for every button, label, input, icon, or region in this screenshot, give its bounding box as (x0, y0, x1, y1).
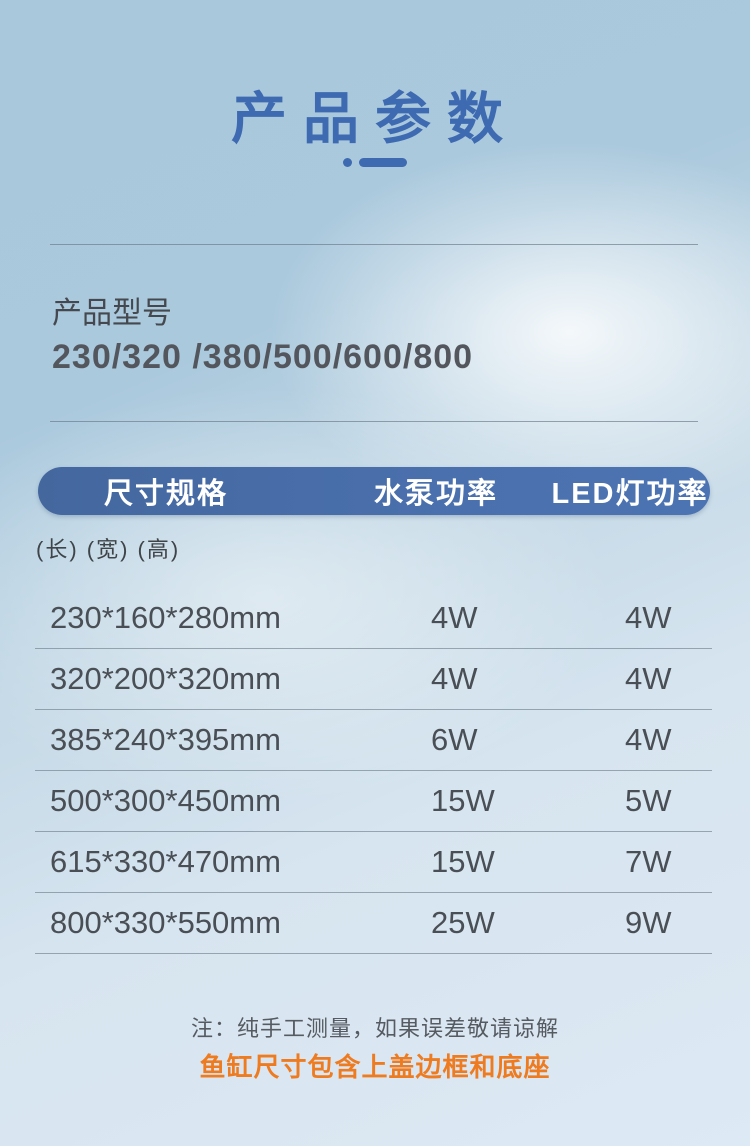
size-dimension-legend: (长) (宽) (高) (36, 537, 181, 562)
spec-table: 230*160*280mm 4W 4W 320*200*320mm 4W 4W … (35, 588, 712, 954)
table-row: 385*240*395mm 6W 4W (35, 710, 712, 771)
cell-led-power: 4W (625, 661, 672, 696)
column-header-led-power: LED灯功率 (551, 478, 709, 510)
model-section-label: 产品型号 (52, 297, 172, 330)
cell-led-power: 4W (625, 722, 672, 757)
cell-size: 500*300*450mm (50, 783, 281, 818)
cell-size: 615*330*470mm (50, 844, 281, 879)
cell-pump-power: 15W (431, 783, 495, 818)
cell-size: 320*200*320mm (50, 661, 281, 696)
cell-size: 800*330*550mm (50, 905, 281, 940)
page-title: 产品参数 (231, 87, 519, 150)
cell-pump-power: 4W (431, 600, 478, 635)
table-row: 230*160*280mm 4W 4W (35, 588, 712, 649)
section-divider-bottom (50, 421, 698, 422)
column-header-size: 尺寸规格 (103, 478, 229, 510)
table-row: 615*330*470mm 15W 7W (35, 832, 712, 893)
title-underline-decor (343, 158, 407, 167)
cell-pump-power: 6W (431, 722, 478, 757)
table-header-bar: 尺寸规格 水泵功率 LED灯功率 (38, 467, 710, 515)
cell-led-power: 4W (625, 600, 672, 635)
table-row: 320*200*320mm 4W 4W (35, 649, 712, 710)
table-row: 800*330*550mm 25W 9W (35, 893, 712, 954)
cell-pump-power: 25W (431, 905, 495, 940)
column-header-pump-power: 水泵功率 (373, 478, 499, 510)
decor-dash-icon (359, 158, 407, 167)
table-row: 500*300*450mm 15W 5W (35, 771, 712, 832)
cell-size: 230*160*280mm (50, 600, 281, 635)
cell-led-power: 9W (625, 905, 672, 940)
cell-size: 385*240*395mm (50, 722, 281, 757)
decor-dot-icon (343, 158, 352, 167)
cell-led-power: 7W (625, 844, 672, 879)
model-numbers: 230/320 /380/500/600/800 (52, 338, 474, 376)
cell-led-power: 5W (625, 783, 672, 818)
cell-pump-power: 4W (431, 661, 478, 696)
section-divider-top (50, 244, 698, 245)
note-size-includes: 鱼缸尺寸包含上盖边框和底座 (199, 1052, 551, 1082)
note-manual-measurement: 注：纯手工测量，如果误差敬请谅解 (190, 1016, 559, 1041)
cell-pump-power: 15W (431, 844, 495, 879)
